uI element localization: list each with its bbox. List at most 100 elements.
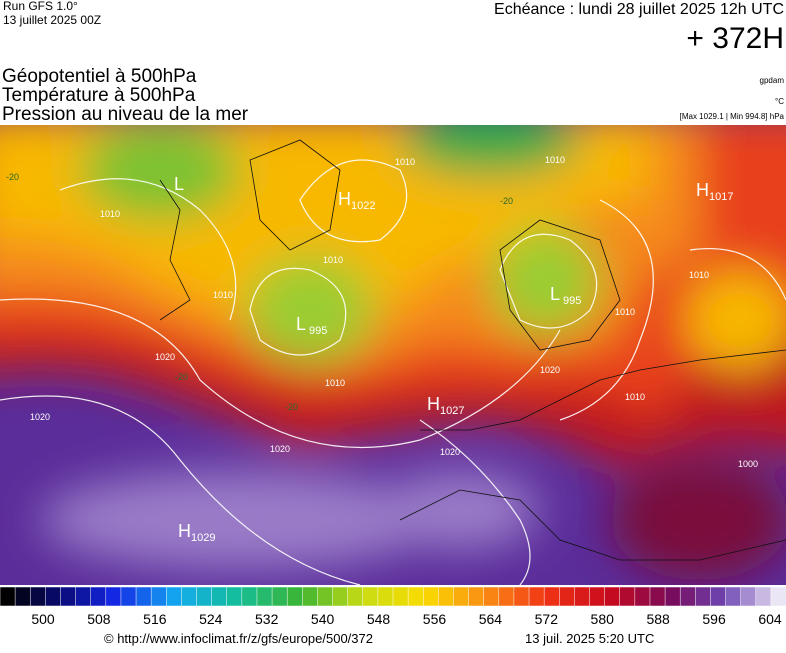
colorbar-swatch xyxy=(166,586,183,607)
colorbar-label: 548 xyxy=(367,611,391,627)
colorbar-swatch xyxy=(559,586,576,607)
center-letter: L xyxy=(550,284,560,304)
colorbar-swatch xyxy=(181,586,198,607)
colorbar-swatch xyxy=(286,586,304,607)
colorbar-swatch xyxy=(574,586,591,607)
colorbar-swatch xyxy=(513,586,530,607)
colorbar-swatch xyxy=(362,586,379,607)
colorbar-label: 580 xyxy=(591,611,615,627)
colorbar-swatch xyxy=(196,586,213,607)
colorbar-swatch xyxy=(392,586,409,607)
colorbar-swatch xyxy=(604,586,621,607)
isobar-label: 1010 xyxy=(689,270,709,280)
colorbar-swatch xyxy=(725,586,742,607)
unit: gpdam xyxy=(760,76,785,85)
colorbar-label: 604 xyxy=(758,611,782,627)
colorbar-label: 596 xyxy=(702,611,726,627)
colorbar-swatch xyxy=(302,586,319,607)
temperature-label: -20 xyxy=(6,172,19,182)
title: Géopotentiel à 500hPa xyxy=(2,66,197,87)
isobar-label: 1010 xyxy=(325,378,345,388)
colorbar-swatch xyxy=(543,586,561,607)
center-letter: H xyxy=(338,189,351,209)
colorbar-swatch xyxy=(453,586,470,607)
colorbar-swatch xyxy=(105,586,122,607)
colorbar-swatch xyxy=(150,586,168,607)
colorbar-label: 588 xyxy=(646,611,670,627)
center-letter: L xyxy=(174,174,184,194)
model: Run GFS 1.0° xyxy=(3,0,78,13)
colorbar-swatch xyxy=(347,586,364,607)
colorbar: 500 508 516 524 532 540 548 556 564 572 580 588 596 6… xyxy=(0,586,786,627)
isobar-label: 1020 xyxy=(540,365,560,375)
colorbar-label: 516 xyxy=(143,611,167,627)
colorbar-swatch xyxy=(710,586,727,607)
colorbar-swatch xyxy=(211,586,228,607)
unit: [Max 1029.1 | Min 994.8] hPa xyxy=(680,112,785,121)
colorbar-label: 564 xyxy=(479,611,503,627)
isobar-label: 1010 xyxy=(100,209,120,219)
colorbar-swatch xyxy=(422,586,440,607)
center-value: 1017 xyxy=(709,191,733,203)
colorbar-swatch xyxy=(649,586,666,607)
colorbar-swatch xyxy=(528,586,545,607)
map xyxy=(0,125,786,585)
colorbar-swatch xyxy=(634,586,651,607)
colorbar-label: 524 xyxy=(199,611,223,627)
colorbar-swatch xyxy=(271,586,288,607)
colorbar-swatch xyxy=(664,586,681,607)
temperature-label: -20 xyxy=(285,402,298,412)
title: Température à 500hPa xyxy=(2,85,196,106)
isobar-label: 1010 xyxy=(213,290,233,300)
colorbar-swatch xyxy=(14,586,31,607)
colorbar-swatch xyxy=(45,586,62,607)
isobar-label: 1010 xyxy=(323,255,343,265)
title: Pression au niveau de la mer xyxy=(2,104,249,125)
colorbar-swatch xyxy=(317,586,334,607)
temperature-label: -20 xyxy=(175,372,188,382)
isobar-label: 1000 xyxy=(738,459,758,469)
isobar-label: 1010 xyxy=(615,307,635,317)
lead-time: + 372H xyxy=(686,22,784,55)
colorbar-swatch xyxy=(498,586,515,607)
colorbar-label: 572 xyxy=(535,611,559,627)
colorbar-label: 500 xyxy=(31,611,55,627)
colorbar-swatch xyxy=(60,586,77,607)
colorbar-swatch xyxy=(589,586,606,607)
isobar-label: 1020 xyxy=(155,352,175,362)
colorbar-label: 508 xyxy=(87,611,111,627)
colorbar-label: 540 xyxy=(311,611,335,627)
source: © http://www.infoclimat.fr/z/gfs/europe/… xyxy=(104,631,373,646)
colorbar-swatch xyxy=(75,586,92,607)
colorbar-swatch xyxy=(241,586,258,607)
colorbar-label: 532 xyxy=(255,611,279,627)
run: 13 juillet 2025 00Z xyxy=(3,13,101,27)
colorbar-swatch xyxy=(256,586,273,607)
colorbar-swatch xyxy=(226,586,243,607)
colorbar-swatch xyxy=(29,586,47,607)
colorbar-swatch xyxy=(377,586,394,607)
colorbar-swatch xyxy=(483,586,500,607)
center-letter: H xyxy=(427,394,440,414)
center-letter: H xyxy=(696,180,709,200)
isobar-label: 1010 xyxy=(625,392,645,402)
generated: 13 juil. 2025 5:20 UTC xyxy=(525,631,654,646)
isobar-label: 1020 xyxy=(30,412,50,422)
center-letter: L xyxy=(296,314,306,334)
colorbar-label: 556 xyxy=(423,611,447,627)
colorbar-swatch xyxy=(332,586,349,607)
center-value: 995 xyxy=(309,325,327,337)
isobar-label: 1010 xyxy=(545,155,565,165)
colorbar-swatch xyxy=(438,586,455,607)
isobar-label: 1020 xyxy=(270,444,290,454)
center-value: 1029 xyxy=(191,532,215,544)
colorbar-swatch xyxy=(740,586,757,607)
colorbar-swatch xyxy=(120,586,137,607)
colorbar-swatch xyxy=(468,586,485,607)
center-value: 995 xyxy=(563,295,581,307)
unit: °C xyxy=(775,97,784,106)
colorbar-swatch xyxy=(695,586,712,607)
colorbar-swatch xyxy=(619,586,636,607)
center-value: 1022 xyxy=(351,200,375,212)
